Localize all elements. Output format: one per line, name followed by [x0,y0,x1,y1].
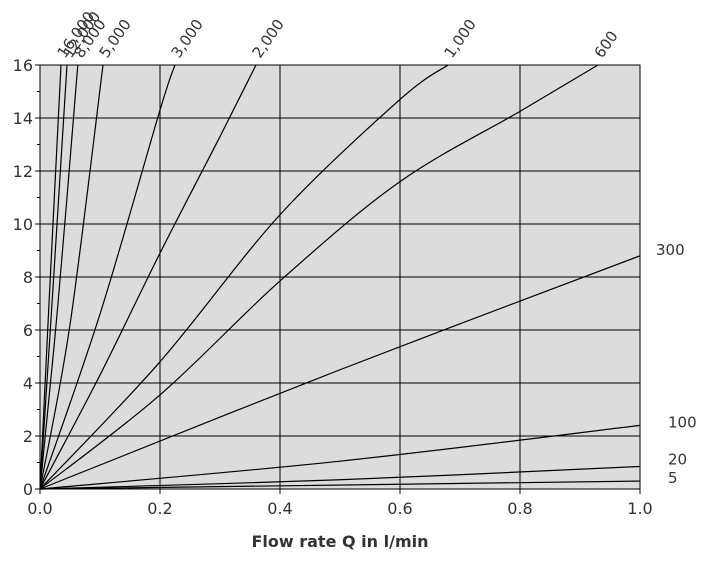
series-100-line [39,424,641,490]
series-1000-line [39,64,449,490]
series-600-label: 600 [591,28,622,62]
x-tick-label: 0.2 [147,499,172,518]
series-12000-line [39,64,68,490]
series-2000-label: 2,000 [249,16,288,62]
x-tick-label: 0.0 [27,499,52,518]
axes [35,64,641,494]
series-3000-line [39,64,176,490]
x-axis-label: Flow rate Q in l/min [251,532,428,551]
y-tick-label: 0 [23,480,33,499]
y-tick-label: 2 [23,427,33,446]
series-600-line [39,64,599,490]
x-tick-label: 0.8 [507,499,532,518]
series-20-label: 20 [668,450,687,468]
series-300-line [39,255,641,490]
series-100-label: 100 [668,413,697,431]
y-tick-label: 10 [13,215,33,234]
series-3000-label: 3,000 [168,16,207,62]
plot-frame [39,64,641,490]
y-tick-label: 12 [13,162,33,181]
series-300-label: 300 [656,241,685,259]
series-1000-label: 1,000 [441,16,480,62]
x-tick-label: 1.0 [627,499,652,518]
tick-labels: 0.0 0.2 0.4 0.6 0.8 1.0 0 2 4 6 8 10 12 14 16 [13,56,653,518]
series-20-line [39,465,641,490]
series-2000-line [39,64,257,490]
series-layer [39,64,641,490]
series-5-line [39,480,641,490]
series-16000-line [39,64,62,490]
y-tick-label: 14 [13,109,33,128]
y-tick-label: 16 [13,56,33,75]
y-tick-label: 6 [23,321,33,340]
series-5-label: 5 [668,469,678,487]
y-tick-label: 4 [23,374,33,393]
series-8000-line [39,64,79,490]
y-tick-label: 8 [23,268,33,287]
x-tick-label: 0.6 [387,499,412,518]
series-5000-line [39,64,104,490]
x-tick-label: 0.4 [267,499,292,518]
